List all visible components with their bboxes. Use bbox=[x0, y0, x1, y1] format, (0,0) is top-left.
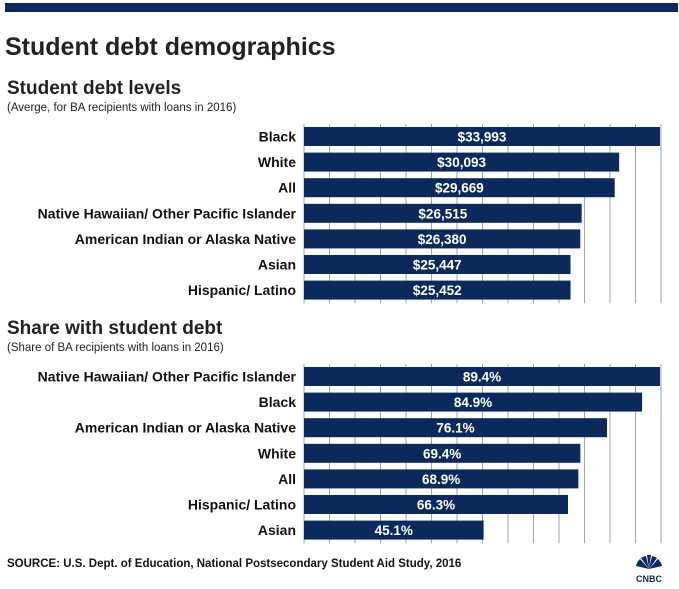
category-label: All bbox=[278, 471, 296, 487]
bar bbox=[304, 367, 660, 386]
bar bbox=[304, 178, 615, 198]
category-label: American Indian or Alaska Native bbox=[75, 420, 296, 436]
category-label: Hispanic/ Latino bbox=[188, 282, 296, 298]
top-accent-bar bbox=[5, 3, 678, 12]
category-label: White bbox=[258, 445, 296, 461]
category-label: Native Hawaiian/ Other Pacific Islander bbox=[38, 205, 297, 221]
debt-share-title: Share with student debt bbox=[7, 318, 223, 339]
svg-text:CNBC: CNBC bbox=[636, 574, 662, 584]
debt-share-note: (Share of BA recipients with loans in 20… bbox=[7, 342, 224, 354]
debt-share-chart: Native Hawaiian/ Other Pacific Islander 8… bbox=[0, 364, 679, 546]
debt-levels-chart-svg: Black $33,993 White $30,093 All $29,669 Native… bbox=[38, 124, 662, 304]
bar bbox=[304, 469, 579, 489]
category-label: All bbox=[278, 180, 296, 196]
bar bbox=[304, 229, 581, 249]
bar bbox=[304, 443, 581, 463]
value-label: $26,380 bbox=[418, 232, 467, 247]
value-label: 76.1% bbox=[436, 421, 474, 436]
bar bbox=[304, 392, 643, 412]
debt-levels-note: (Averge, for BA recipients with loans in… bbox=[7, 102, 237, 114]
category-label: Asian bbox=[258, 522, 296, 538]
bar bbox=[304, 127, 660, 146]
value-label: $25,447 bbox=[413, 258, 462, 273]
bar bbox=[304, 495, 569, 514]
category-label: Black bbox=[259, 394, 297, 410]
category-label: Asian bbox=[258, 257, 296, 273]
value-label: 66.3% bbox=[417, 498, 455, 513]
bar bbox=[304, 418, 608, 438]
category-label: American Indian or Alaska Native bbox=[75, 231, 296, 247]
value-label: $33,993 bbox=[458, 130, 507, 145]
value-label: 45.1% bbox=[375, 523, 413, 538]
bar bbox=[304, 255, 571, 274]
debt-levels-chart: Black $33,993 White $30,093 All $29,669 Native… bbox=[0, 124, 679, 306]
bar bbox=[304, 280, 571, 300]
value-label: $30,093 bbox=[437, 155, 486, 170]
value-label: 68.9% bbox=[422, 472, 460, 487]
debt-levels-title: Student debt levels bbox=[7, 78, 182, 99]
category-label: Black bbox=[259, 129, 297, 145]
category-label: Hispanic/ Latino bbox=[188, 497, 296, 513]
source-note: SOURCE: U.S. Dept. of Education, Nationa… bbox=[7, 558, 462, 570]
value-label: 89.4% bbox=[463, 370, 501, 385]
category-label: Native Hawaiian/ Other Pacific Islander bbox=[38, 369, 297, 385]
bar bbox=[304, 520, 484, 540]
page-title: Student debt demographics bbox=[5, 33, 336, 61]
debt-share-chart-svg: Native Hawaiian/ Other Pacific Islander 8… bbox=[38, 364, 662, 544]
cnbc-logo: CNBC bbox=[624, 548, 674, 584]
value-label: $26,515 bbox=[418, 206, 467, 221]
bar bbox=[304, 152, 620, 172]
value-label: $25,452 bbox=[413, 283, 462, 298]
value-label: $29,669 bbox=[435, 181, 484, 196]
value-label: 69.4% bbox=[423, 446, 461, 461]
category-label: White bbox=[258, 154, 296, 170]
bar bbox=[304, 203, 582, 223]
value-label: 84.9% bbox=[454, 395, 492, 410]
